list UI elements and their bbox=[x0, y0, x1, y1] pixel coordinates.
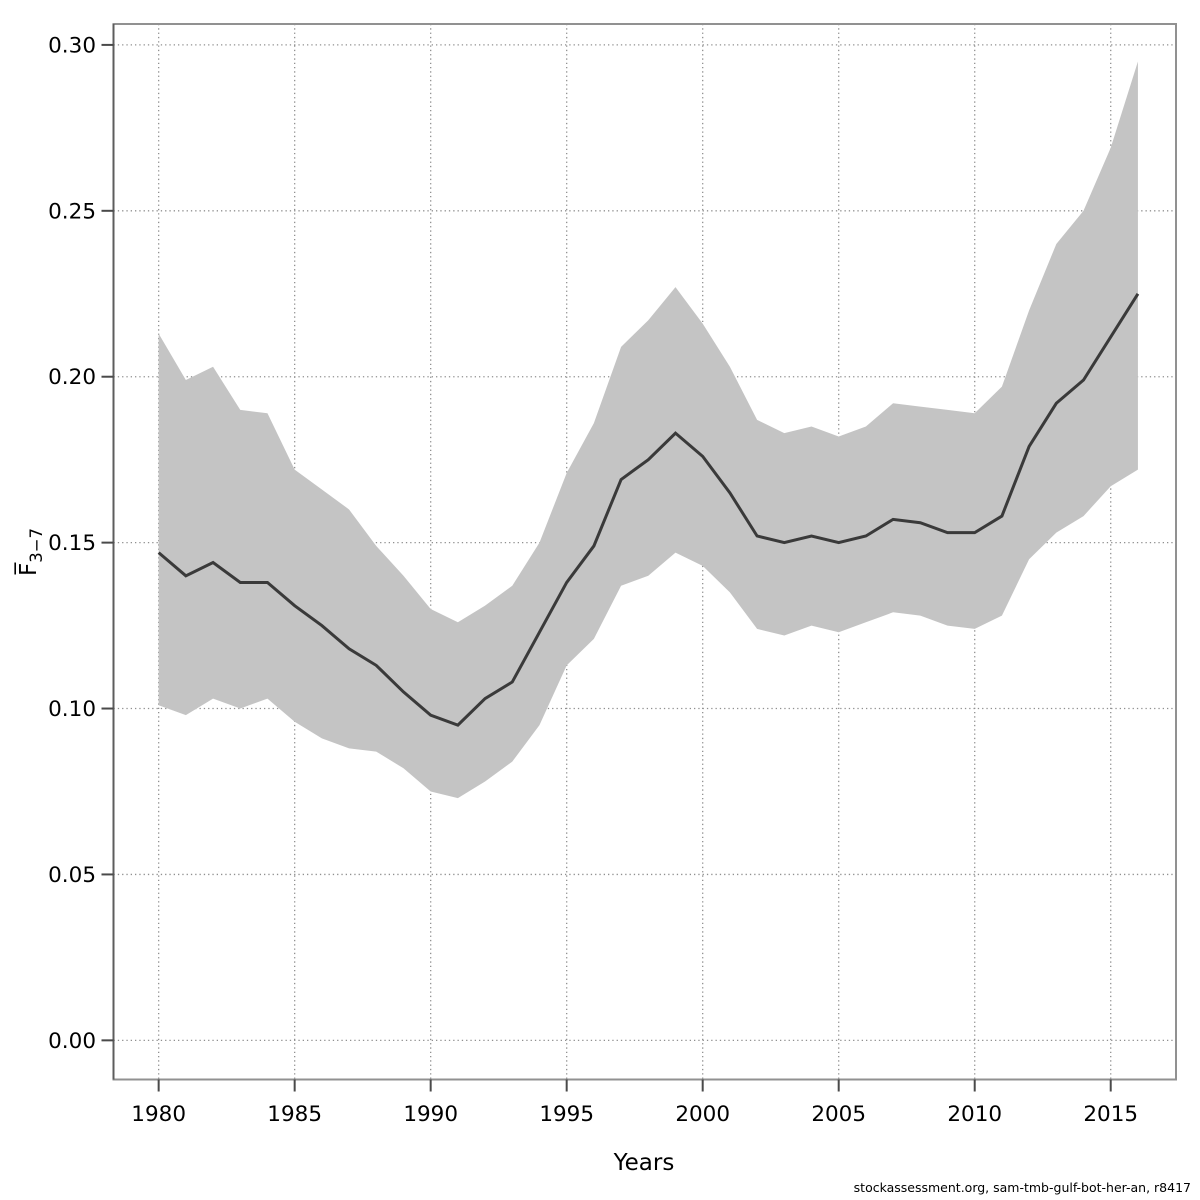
axis-ticks-layer: 1980 1985 1990 1995 2000 2005 2010 2015 0.00 0.05… bbox=[48, 33, 1138, 1127]
x-tick-label: 2005 bbox=[811, 1102, 866, 1127]
x-axis-title: Years bbox=[613, 1150, 675, 1176]
y-tick-label: 0.05 bbox=[48, 863, 96, 888]
mean-line-layer bbox=[157, 292, 1140, 727]
x-tick-label: 1980 bbox=[131, 1102, 186, 1127]
y-tick-label: 0.10 bbox=[48, 697, 96, 722]
x-tick-label: 1985 bbox=[267, 1102, 322, 1127]
y-tick-label: 0.25 bbox=[48, 199, 96, 224]
x-tick-label: 2010 bbox=[947, 1102, 1002, 1127]
x-tick-label: 1990 bbox=[403, 1102, 458, 1127]
x-tick-label: 2000 bbox=[675, 1102, 730, 1127]
x-tick-label: 1995 bbox=[539, 1102, 594, 1127]
x-tick-label: 2015 bbox=[1083, 1102, 1138, 1127]
confidence-band bbox=[158, 61, 1138, 799]
mean-line bbox=[157, 292, 1140, 727]
y-tick-label: 0.00 bbox=[48, 1029, 96, 1054]
y-axis-title-subscript: 3−7 bbox=[27, 528, 46, 563]
y-tick-label: 0.20 bbox=[48, 365, 96, 390]
confidence-band-layer bbox=[158, 61, 1138, 799]
y-axis-title-base: F̅ bbox=[14, 562, 42, 576]
y-tick-label: 0.15 bbox=[48, 531, 96, 556]
plot-box-layer bbox=[112, 23, 1177, 1081]
y-axis-title: F̅3−7 bbox=[14, 528, 46, 576]
source-footer: stockassessment.org, sam-tmb-gulf-bot-he… bbox=[854, 1180, 1191, 1195]
y-tick-label: 0.30 bbox=[48, 33, 96, 58]
